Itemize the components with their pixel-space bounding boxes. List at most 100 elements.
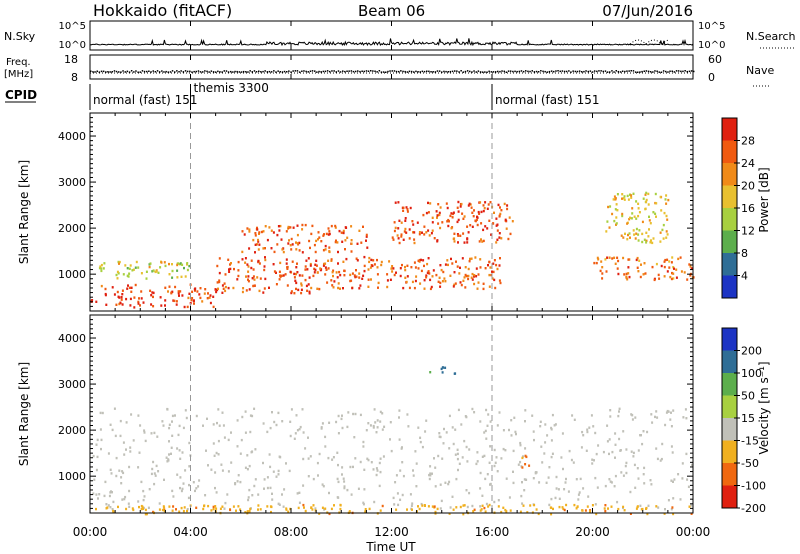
velocity-cell — [162, 424, 165, 427]
velocity-cell — [251, 414, 254, 418]
freq-dot — [260, 71, 262, 73]
power-cell — [641, 240, 644, 244]
velocity-cell — [505, 477, 508, 480]
power-cell — [353, 274, 356, 277]
velocity-ylabel: Slant Range [km] — [17, 362, 31, 466]
power-cell — [429, 287, 432, 291]
freq-dot — [298, 71, 301, 73]
power-cell — [229, 263, 231, 266]
velocity-cell — [608, 438, 611, 441]
velocity-cell — [187, 496, 190, 500]
power-cell — [324, 244, 327, 248]
velocity-cell — [398, 416, 400, 419]
power-cell — [376, 273, 379, 276]
velocity-cell — [591, 462, 594, 465]
velocity-cell — [363, 488, 366, 491]
power-cell — [91, 299, 94, 302]
power-cell — [451, 216, 454, 219]
velocity-cell — [275, 423, 278, 427]
velocity-cell — [602, 450, 605, 454]
power-cell — [643, 262, 646, 265]
velocity-cell — [448, 447, 451, 450]
freq-dot — [331, 70, 333, 72]
power-cell — [126, 287, 129, 290]
power-cell — [427, 257, 430, 260]
colorbar-tick-label: 12 — [741, 225, 755, 238]
velocity-cell — [349, 465, 352, 469]
freq-dot — [372, 70, 374, 72]
colorbar-swatch — [722, 185, 737, 209]
power-cell — [663, 275, 666, 278]
freq-dot — [333, 70, 335, 72]
velocity-cell — [390, 449, 393, 453]
power-cell — [661, 228, 664, 232]
power-cell — [186, 305, 189, 309]
freq-dot — [227, 71, 230, 73]
velocity-cell — [493, 448, 496, 452]
power-cell — [423, 225, 426, 228]
freq-dot — [398, 70, 400, 73]
velocity-cell — [604, 504, 607, 507]
velocity-cell — [226, 493, 229, 496]
power-cell — [620, 234, 623, 237]
power-cell — [192, 299, 195, 303]
velocity-cell — [129, 450, 132, 453]
velocity-cell — [246, 510, 249, 513]
velocity-cell — [663, 512, 666, 515]
power-cell — [613, 195, 616, 198]
power-cell — [206, 297, 209, 300]
velocity-cell — [402, 474, 405, 478]
power-cell — [183, 266, 185, 270]
power-cell — [184, 275, 187, 278]
velocity-cell — [297, 506, 300, 510]
velocity-cell — [401, 446, 403, 449]
power-cell — [470, 257, 473, 260]
power-cell — [506, 204, 509, 207]
power-cell — [625, 272, 628, 276]
power-cell — [637, 202, 640, 205]
power-cell — [264, 258, 267, 262]
freq-dot — [522, 70, 525, 73]
freq-dot — [477, 70, 480, 72]
power-cell — [659, 240, 662, 243]
power-cell — [467, 231, 470, 234]
velocity-cell — [125, 421, 128, 424]
power-cell — [310, 232, 313, 236]
velocity-cell — [339, 504, 342, 507]
power-cell — [264, 225, 267, 228]
velocity-cell — [522, 455, 524, 458]
power-cell — [155, 270, 158, 273]
velocity-cell — [614, 443, 617, 446]
power-cell — [285, 262, 288, 265]
time-x-axis: 00:00 04:00 08:00 12:00 16:00 20:00 00:00 — [73, 21, 710, 539]
velocity-cell — [331, 458, 334, 461]
velocity-cell — [337, 463, 339, 467]
power-cell — [427, 201, 429, 205]
velocity-cell — [585, 449, 588, 452]
freq-dot — [578, 70, 581, 72]
power-cell — [463, 215, 466, 218]
velocity-cell — [415, 485, 418, 488]
freq-dot — [503, 70, 505, 73]
power-cell — [482, 209, 485, 213]
power-cell — [354, 275, 357, 279]
velocity-cell — [455, 506, 458, 509]
nave-tick-bottom: 0 — [708, 71, 715, 84]
freq-dot — [148, 70, 150, 72]
freq-dot — [225, 70, 228, 72]
power-cell — [247, 270, 250, 273]
freq-dot — [535, 70, 538, 73]
velocity-cell — [194, 489, 196, 493]
power-cell — [651, 241, 654, 245]
power-cell — [252, 238, 255, 242]
power-cell — [622, 236, 625, 239]
colorbar-tick-label: 100 — [741, 367, 762, 380]
velocity-cell — [575, 478, 578, 481]
velocity-cell — [417, 426, 420, 429]
power-cell — [102, 267, 105, 270]
power-cell — [496, 229, 499, 232]
power-cell — [289, 226, 292, 229]
power-cell — [350, 242, 353, 245]
power-cell — [476, 287, 479, 290]
power-cell — [325, 232, 328, 236]
